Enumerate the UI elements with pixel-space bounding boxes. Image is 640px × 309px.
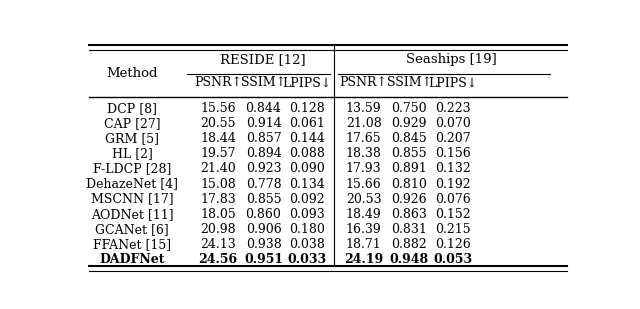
Text: 0.076: 0.076 bbox=[435, 193, 471, 205]
Text: 0.093: 0.093 bbox=[289, 208, 325, 221]
Text: 0.882: 0.882 bbox=[392, 238, 428, 251]
Text: 18.38: 18.38 bbox=[346, 147, 381, 160]
Text: 17.93: 17.93 bbox=[346, 163, 381, 176]
Text: 0.948: 0.948 bbox=[390, 253, 429, 266]
Text: 0.923: 0.923 bbox=[246, 163, 282, 176]
Text: 15.66: 15.66 bbox=[346, 177, 381, 191]
Text: PSNR↑: PSNR↑ bbox=[340, 76, 388, 89]
Text: 17.65: 17.65 bbox=[346, 132, 381, 145]
Text: 0.152: 0.152 bbox=[435, 208, 471, 221]
Text: 0.156: 0.156 bbox=[435, 147, 471, 160]
Text: 0.128: 0.128 bbox=[289, 102, 325, 115]
Text: MSCNN [17]: MSCNN [17] bbox=[91, 193, 173, 205]
Text: Seaships [19]: Seaships [19] bbox=[406, 53, 497, 66]
Text: 0.929: 0.929 bbox=[392, 117, 427, 130]
Text: 21.08: 21.08 bbox=[346, 117, 381, 130]
Text: 0.132: 0.132 bbox=[435, 163, 471, 176]
Text: 0.863: 0.863 bbox=[392, 208, 428, 221]
Text: 24.19: 24.19 bbox=[344, 253, 383, 266]
Text: 20.55: 20.55 bbox=[200, 117, 236, 130]
Text: GCANet [6]: GCANet [6] bbox=[95, 223, 169, 236]
Text: 15.56: 15.56 bbox=[200, 102, 236, 115]
Text: FFANet [15]: FFANet [15] bbox=[93, 238, 171, 251]
Text: 18.49: 18.49 bbox=[346, 208, 381, 221]
Text: AODNet [11]: AODNet [11] bbox=[91, 208, 173, 221]
Text: DADFNet: DADFNet bbox=[99, 253, 165, 266]
Text: 0.092: 0.092 bbox=[289, 193, 325, 205]
Text: LPIPS↓: LPIPS↓ bbox=[428, 76, 477, 89]
Text: DehazeNet [4]: DehazeNet [4] bbox=[86, 177, 178, 191]
Text: 0.906: 0.906 bbox=[246, 223, 282, 236]
Text: 18.71: 18.71 bbox=[346, 238, 381, 251]
Text: 0.831: 0.831 bbox=[392, 223, 428, 236]
Text: SSIM↑: SSIM↑ bbox=[387, 76, 432, 89]
Text: SSIM↑: SSIM↑ bbox=[241, 76, 286, 89]
Text: GRM [5]: GRM [5] bbox=[105, 132, 159, 145]
Text: PSNR↑: PSNR↑ bbox=[194, 76, 242, 89]
Text: 18.05: 18.05 bbox=[200, 208, 236, 221]
Text: 0.144: 0.144 bbox=[289, 132, 325, 145]
Text: 0.894: 0.894 bbox=[246, 147, 282, 160]
Text: 0.914: 0.914 bbox=[246, 117, 282, 130]
Text: 0.070: 0.070 bbox=[435, 117, 471, 130]
Text: 0.844: 0.844 bbox=[246, 102, 282, 115]
Text: 0.855: 0.855 bbox=[246, 193, 282, 205]
Text: 0.061: 0.061 bbox=[289, 117, 325, 130]
Text: Method: Method bbox=[106, 67, 158, 80]
Text: 0.090: 0.090 bbox=[289, 163, 325, 176]
Text: F-LDCP [28]: F-LDCP [28] bbox=[93, 163, 172, 176]
Text: 0.891: 0.891 bbox=[392, 163, 428, 176]
Text: 24.13: 24.13 bbox=[200, 238, 236, 251]
Text: 0.857: 0.857 bbox=[246, 132, 282, 145]
Text: 21.40: 21.40 bbox=[200, 163, 236, 176]
Text: 0.033: 0.033 bbox=[287, 253, 327, 266]
Text: CAP [27]: CAP [27] bbox=[104, 117, 161, 130]
Text: 0.180: 0.180 bbox=[289, 223, 325, 236]
Text: 0.845: 0.845 bbox=[392, 132, 428, 145]
Text: 0.938: 0.938 bbox=[246, 238, 282, 251]
Text: 0.207: 0.207 bbox=[435, 132, 471, 145]
Text: RESIDE [12]: RESIDE [12] bbox=[220, 53, 305, 66]
Text: 0.750: 0.750 bbox=[392, 102, 427, 115]
Text: 0.126: 0.126 bbox=[435, 238, 471, 251]
Text: 0.778: 0.778 bbox=[246, 177, 282, 191]
Text: 16.39: 16.39 bbox=[346, 223, 381, 236]
Text: 19.57: 19.57 bbox=[200, 147, 236, 160]
Text: 0.223: 0.223 bbox=[435, 102, 471, 115]
Text: 0.215: 0.215 bbox=[435, 223, 471, 236]
Text: LPIPS↓: LPIPS↓ bbox=[282, 76, 332, 89]
Text: 0.134: 0.134 bbox=[289, 177, 325, 191]
Text: 13.59: 13.59 bbox=[346, 102, 381, 115]
Text: 24.56: 24.56 bbox=[198, 253, 237, 266]
Text: 15.08: 15.08 bbox=[200, 177, 236, 191]
Text: 0.855: 0.855 bbox=[392, 147, 427, 160]
Text: 0.951: 0.951 bbox=[244, 253, 283, 266]
Text: 0.192: 0.192 bbox=[435, 177, 471, 191]
Text: 0.926: 0.926 bbox=[392, 193, 427, 205]
Text: DCP [8]: DCP [8] bbox=[107, 102, 157, 115]
Text: 0.810: 0.810 bbox=[392, 177, 428, 191]
Text: HL [2]: HL [2] bbox=[111, 147, 152, 160]
Text: 0.088: 0.088 bbox=[289, 147, 325, 160]
Text: 0.860: 0.860 bbox=[246, 208, 282, 221]
Text: 18.44: 18.44 bbox=[200, 132, 236, 145]
Text: 0.053: 0.053 bbox=[433, 253, 472, 266]
Text: 20.53: 20.53 bbox=[346, 193, 381, 205]
Text: 17.83: 17.83 bbox=[200, 193, 236, 205]
Text: 0.038: 0.038 bbox=[289, 238, 325, 251]
Text: 20.98: 20.98 bbox=[200, 223, 236, 236]
